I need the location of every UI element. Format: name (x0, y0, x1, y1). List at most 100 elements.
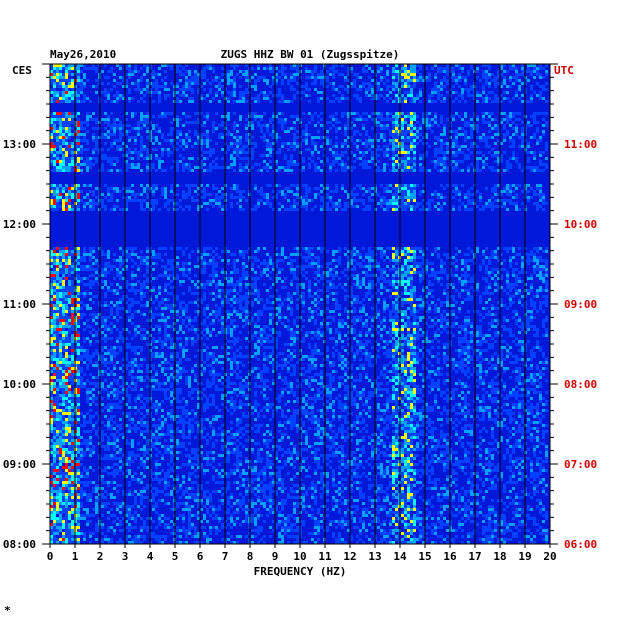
spectrogram-cell (125, 130, 128, 133)
spectrogram-cell (218, 136, 221, 139)
spectrogram-cell (155, 256, 158, 259)
spectrogram-cell (404, 280, 407, 283)
spectrogram-cell (233, 124, 236, 127)
spectrogram-cell (113, 208, 116, 211)
spectrogram-cell (302, 292, 305, 295)
spectrogram-cell (443, 133, 446, 136)
spectrogram-cell (83, 82, 86, 85)
spectrogram-cell (488, 166, 491, 169)
spectrogram-cell (182, 280, 185, 283)
spectrogram-cell (509, 157, 512, 160)
spectrogram-cell (536, 130, 539, 133)
spectrogram-cell (101, 280, 104, 283)
spectrogram-cell (344, 169, 347, 172)
spectrogram-cell (410, 124, 413, 127)
spectrogram-cell (227, 79, 230, 82)
spectrogram-cell (65, 193, 68, 196)
spectrogram-cell (200, 124, 203, 127)
spectrogram-cell (257, 124, 260, 127)
spectrogram-cell (425, 76, 428, 79)
spectrogram-cell (56, 265, 59, 268)
spectrogram-cell (194, 166, 197, 169)
spectrogram-cell (401, 283, 404, 286)
spectrogram-cell (476, 160, 479, 163)
spectrogram-cell (257, 100, 260, 103)
spectrogram-cell (77, 196, 80, 199)
spectrogram-cell (539, 184, 542, 187)
spectrogram-cell (410, 208, 413, 211)
spectrogram-cell (68, 271, 71, 274)
spectrogram-cell (209, 151, 212, 154)
spectrogram-cell (203, 283, 206, 286)
spectrogram-cell (389, 259, 392, 262)
spectrogram-cell (518, 289, 521, 292)
spectrogram-cell (59, 295, 62, 298)
spectrogram-cell (446, 286, 449, 289)
spectrogram-cell (167, 88, 170, 91)
spectrogram-cell (386, 85, 389, 88)
spectrogram-cell (239, 196, 242, 199)
spectrogram-cell (50, 130, 53, 133)
spectrogram-cell (428, 112, 431, 115)
spectrogram-cell (257, 67, 260, 70)
spectrogram-cell (59, 301, 62, 304)
spectrogram-cell (179, 247, 182, 250)
spectrogram-cell (377, 280, 380, 283)
spectrogram-cell (281, 121, 284, 124)
spectrogram-cell (215, 76, 218, 79)
spectrogram-cell (425, 208, 428, 211)
spectrogram-cell (86, 118, 89, 121)
spectrogram-cell (140, 184, 143, 187)
spectrogram-cell (68, 127, 71, 130)
spectrogram-cell (59, 256, 62, 259)
spectrogram-cell (107, 91, 110, 94)
spectrogram-cell (476, 157, 479, 160)
spectrogram-cell (536, 166, 539, 169)
spectrogram-cell (470, 280, 473, 283)
spectrogram-cell (221, 85, 224, 88)
spectrogram-cell (293, 160, 296, 163)
spectrogram-cell (464, 139, 467, 142)
spectrogram-cell (197, 259, 200, 262)
spectrogram-cell (353, 265, 356, 268)
spectrogram-cell (83, 148, 86, 151)
spectrogram-cell (470, 151, 473, 154)
spectrogram-cell (443, 97, 446, 100)
spectrogram-cell (71, 118, 74, 121)
spectrogram-cell (119, 67, 122, 70)
spectrogram-cell (170, 82, 173, 85)
spectrogram-cell (380, 148, 383, 151)
spectrogram-cell (296, 247, 299, 250)
spectrogram-cell (263, 259, 266, 262)
spectrogram-cell (86, 163, 89, 166)
spectrogram-cell (212, 130, 215, 133)
spectrogram-cell (527, 79, 530, 82)
spectrogram-cell (527, 184, 530, 187)
spectrogram-cell (425, 121, 428, 124)
spectrogram-cell (371, 265, 374, 268)
spectrogram-cell (533, 133, 536, 136)
spectrogram-cell (137, 133, 140, 136)
spectrogram-cell (329, 142, 332, 145)
spectrogram-cell (536, 193, 539, 196)
spectrogram-cell (497, 151, 500, 154)
spectrogram-cell (260, 127, 263, 130)
spectrogram-cell (50, 124, 53, 127)
spectrogram-cell (335, 160, 338, 163)
spectrogram-cell (344, 205, 347, 208)
spectrogram-cell (383, 253, 386, 256)
spectrogram-cell (191, 100, 194, 103)
spectrogram-cell (65, 130, 68, 133)
spectrogram-cell (113, 133, 116, 136)
spectrogram-cell (62, 157, 65, 160)
spectrogram-cell (86, 253, 89, 256)
spectrogram-cell (182, 142, 185, 145)
spectrogram-cell (416, 97, 419, 100)
spectrogram-cell (377, 121, 380, 124)
spectrogram-cell (209, 67, 212, 70)
spectrogram-cell (245, 163, 248, 166)
spectrogram-cell (326, 202, 329, 205)
spectrogram-cell (197, 118, 200, 121)
spectrogram-cell (470, 67, 473, 70)
spectrogram-cell (188, 70, 191, 73)
